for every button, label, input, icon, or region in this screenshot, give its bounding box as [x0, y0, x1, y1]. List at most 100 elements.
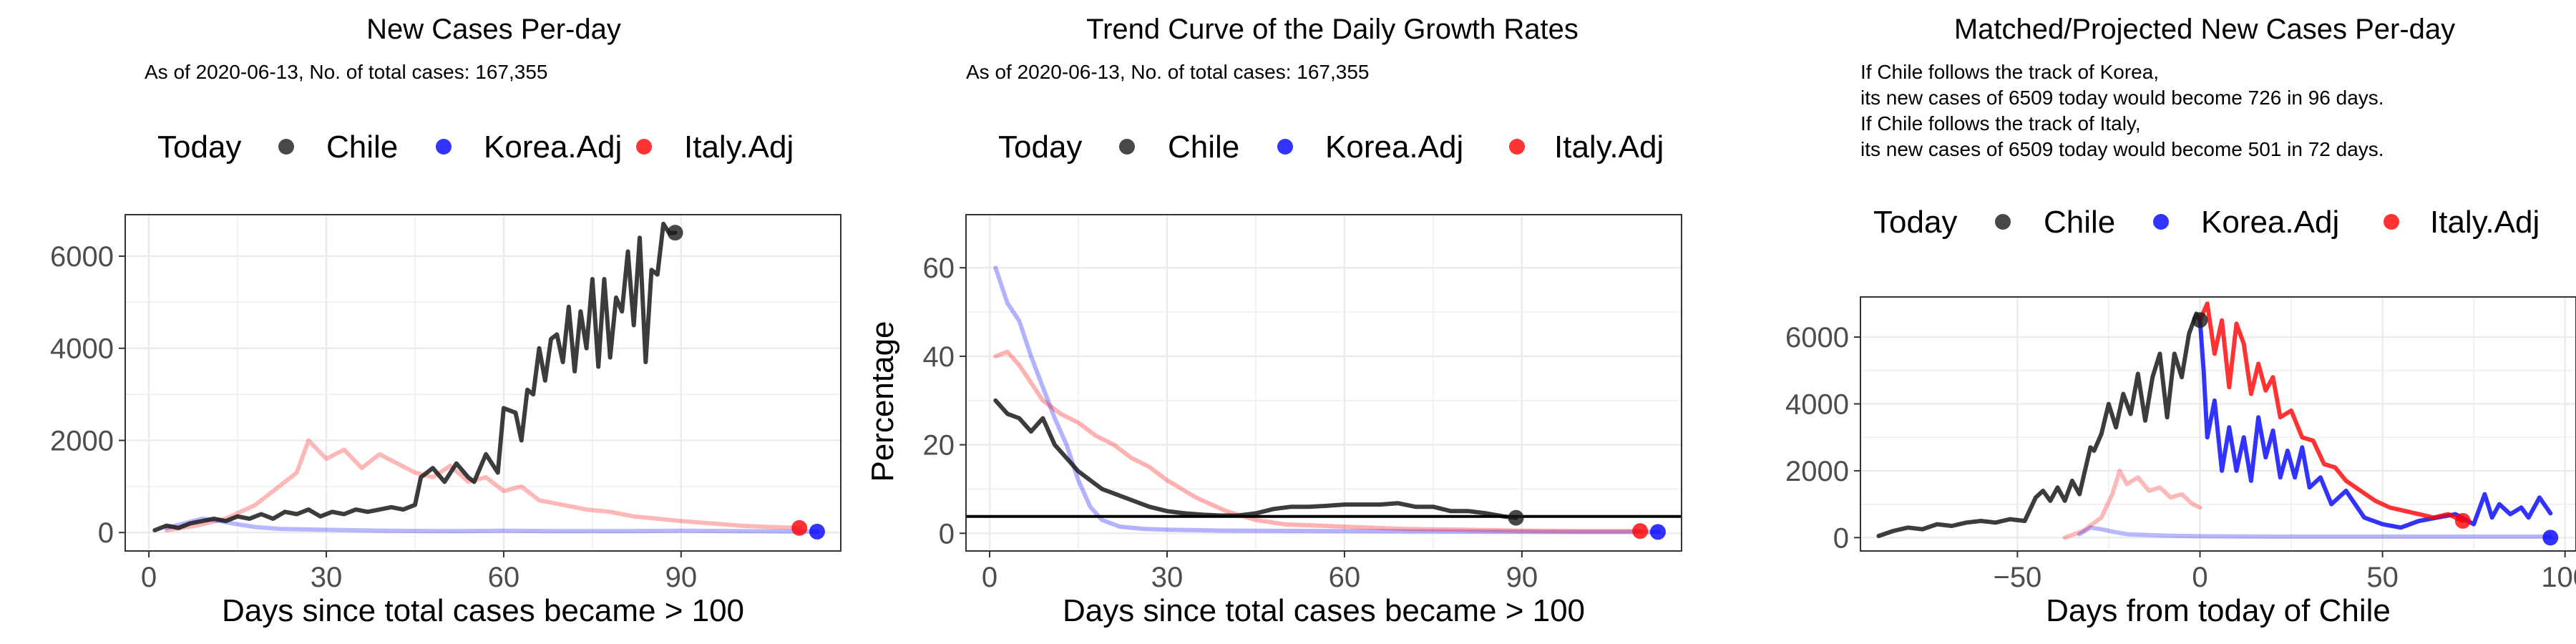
y-tick-label: 6000	[1785, 322, 1849, 353]
series-lines	[152, 221, 819, 534]
x-tick-label: 90	[1506, 562, 1538, 593]
y-tick-label: 20	[923, 430, 955, 462]
x-axis-title: Days since total cases became > 100	[222, 593, 744, 628]
today-point-korea-adj	[809, 523, 825, 540]
y-tick-label: 6000	[50, 241, 114, 273]
x-axis-ticks: −50 0 50 100	[1993, 551, 2576, 593]
y-axis-ticks: 0 2000 4000 6000	[50, 241, 125, 549]
plot-background	[966, 215, 1682, 551]
series-line-korea-adj	[993, 265, 1660, 535]
y-tick-label: 2000	[1785, 456, 1849, 487]
today-points	[2192, 312, 2559, 546]
gridlines	[125, 215, 841, 551]
series-line-italy-adj	[993, 349, 1643, 534]
legend-key-korea	[436, 139, 452, 155]
legend: Today Chile Korea.Adj Italy.Adj	[1873, 205, 2540, 240]
y-tick-label: 0	[939, 518, 955, 550]
today-points	[1508, 509, 1666, 540]
today-points	[667, 225, 825, 540]
legend-title: Today	[157, 130, 241, 165]
plot-panel-border	[1860, 296, 2576, 552]
x-tick-label: 60	[488, 562, 520, 593]
today-point-chile	[2192, 312, 2208, 328]
series-line-italy-adj-matched	[2062, 468, 2202, 540]
series-line-italy-adj	[164, 438, 802, 532]
series-line-italy-adj	[2197, 301, 2465, 523]
y-axis-ticks: 0 2000 4000 6000	[1785, 322, 1860, 554]
legend-label-italy: Italy.Adj	[1554, 130, 1664, 165]
panel-subtitle: As of 2020-06-13, No. of total cases: 16…	[145, 61, 547, 83]
x-axis-title: Days since total cases became > 100	[1063, 593, 1585, 628]
legend: Today Chile Korea.Adj Italy.Adj	[998, 130, 1664, 165]
series-lines	[1876, 301, 2553, 540]
series-line-chile	[152, 221, 678, 532]
panel-subtitle-line: its new cases of 6509 today would become…	[1860, 138, 2384, 160]
legend-title: Today	[1873, 205, 1957, 240]
legend-key-chile	[1119, 139, 1135, 155]
x-tick-label: 0	[2192, 562, 2207, 593]
legend-key-korea	[2153, 214, 2169, 230]
x-tick-label: 30	[311, 562, 343, 593]
panel-subtitle: As of 2020-06-13, No. of total cases: 16…	[966, 61, 1369, 83]
panel-title: Trend Curve of the Daily Growth Rates	[1086, 14, 1579, 45]
legend-label-korea: Korea.Adj	[2201, 205, 2339, 240]
x-axis-ticks: 0 30 60 90	[141, 551, 697, 593]
x-tick-label: 90	[665, 562, 698, 593]
x-axis-ticks: 0 30 60 90	[982, 551, 1538, 593]
legend: Today Chile Korea.Adj Italy.Adj	[157, 130, 794, 165]
gridlines	[966, 215, 1682, 551]
panel-growth-rates: Trend Curve of the Daily Growth Rates As…	[865, 14, 1682, 628]
series-line-korea-adj-matched	[2077, 525, 2553, 539]
y-tick-label: 60	[923, 253, 955, 284]
x-tick-label: 60	[1329, 562, 1361, 593]
today-point-italy-adj	[2454, 512, 2471, 529]
x-tick-label: 100	[2541, 562, 2576, 593]
series-line-chile	[1876, 311, 2202, 538]
legend-label-korea: Korea.Adj	[1325, 130, 1463, 165]
x-axis-title: Days from today of Chile	[2046, 593, 2391, 628]
legend-title: Today	[998, 130, 1082, 165]
today-point-italy-adj	[791, 519, 808, 536]
panel-projected: Matched/Projected New Cases Per-day If C…	[1785, 14, 2576, 628]
panel-new-cases: New Cases Per-day As of 2020-06-13, No. …	[50, 14, 841, 628]
panel-title: Matched/Projected New Cases Per-day	[1954, 14, 2455, 45]
y-axis-title: Percentage	[865, 321, 900, 482]
legend-key-chile	[1995, 214, 2011, 230]
x-tick-label: −50	[1993, 562, 2041, 593]
legend-label-chile: Chile	[326, 130, 398, 165]
legend-key-italy	[636, 139, 652, 155]
today-point-korea-adj	[2542, 530, 2559, 546]
plot-panel-border	[125, 214, 841, 552]
today-point-korea-adj	[1649, 524, 1666, 540]
panel-subtitle-line: its new cases of 6509 today would become…	[1860, 87, 2384, 109]
legend-label-italy: Italy.Adj	[2430, 205, 2540, 240]
legend-key-chile	[278, 139, 294, 155]
legend-label-italy: Italy.Adj	[684, 130, 794, 165]
y-tick-label: 4000	[50, 333, 114, 365]
x-tick-label: 30	[1151, 562, 1184, 593]
y-tick-label: 0	[98, 517, 114, 549]
today-point-chile	[1508, 509, 1524, 526]
today-point-chile	[667, 225, 683, 241]
legend-label-chile: Chile	[2044, 205, 2115, 240]
legend-key-italy	[2384, 214, 2399, 230]
series-line-korea-adj	[2197, 318, 2553, 530]
y-tick-label: 0	[1833, 522, 1849, 554]
panel-subtitle-line: If Chile follows the track of Italy,	[1860, 112, 2141, 135]
y-tick-label: 2000	[50, 425, 114, 457]
panel-subtitle-line: If Chile follows the track of Korea,	[1860, 61, 2159, 83]
x-tick-label: 0	[982, 562, 997, 593]
legend-key-korea	[1277, 139, 1293, 155]
legend-label-chile: Chile	[1168, 130, 1239, 165]
plot-panel-border	[965, 214, 1682, 552]
x-tick-label: 0	[141, 562, 157, 593]
legend-key-italy	[1509, 139, 1525, 155]
y-axis-ticks: 0 20 40 60	[923, 253, 966, 550]
today-point-italy-adj	[1632, 523, 1649, 540]
y-tick-label: 40	[923, 341, 955, 373]
y-tick-label: 4000	[1785, 389, 1849, 420]
panel-title: New Cases Per-day	[366, 14, 621, 45]
legend-label-korea: Korea.Adj	[484, 130, 622, 165]
